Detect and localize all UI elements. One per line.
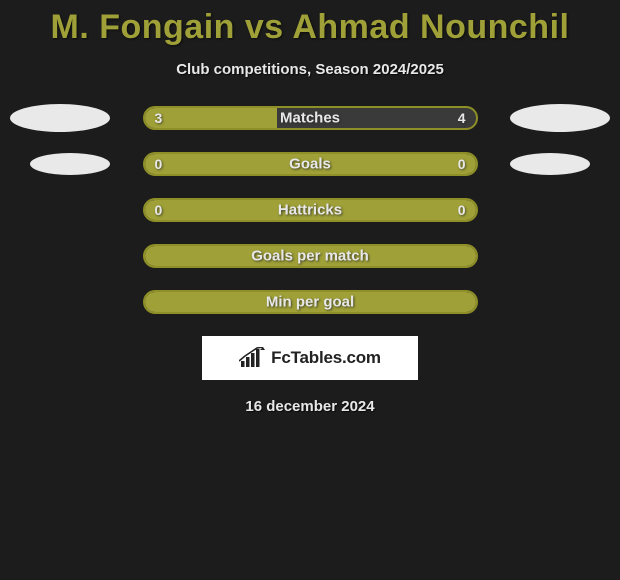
comparison-card: M. Fongain vs Ahmad Nounchil Club compet… — [0, 0, 620, 580]
stat-value-right: 0 — [458, 202, 466, 218]
stat-row: Min per goal — [0, 290, 620, 314]
stat-value-left: 0 — [155, 202, 163, 218]
chart-icon — [239, 347, 267, 369]
stat-bar-goals-per-match: Goals per match — [143, 244, 478, 268]
player-shape-right — [510, 104, 610, 132]
stat-label: Hattricks — [278, 202, 342, 219]
stat-label: Min per goal — [266, 294, 354, 311]
brand-text: FcTables.com — [271, 348, 381, 368]
stat-value-right: 4 — [458, 110, 466, 126]
stat-row: 0 Goals 0 — [0, 152, 620, 176]
stat-row: 0 Hattricks 0 — [0, 198, 620, 222]
player-shape-left — [30, 153, 110, 175]
stat-label: Goals per match — [251, 248, 369, 265]
player-shape-right — [510, 153, 590, 175]
page-title: M. Fongain vs Ahmad Nounchil — [0, 0, 620, 47]
stat-bar-goals: 0 Goals 0 — [143, 152, 478, 176]
stat-row: 3 Matches 4 — [0, 106, 620, 130]
stat-bar-matches: 3 Matches 4 — [143, 106, 478, 130]
player-shape-left — [10, 104, 110, 132]
date-text: 16 december 2024 — [0, 398, 620, 415]
subtitle: Club competitions, Season 2024/2025 — [0, 61, 620, 78]
stat-label: Matches — [280, 110, 340, 127]
brand-box[interactable]: FcTables.com — [202, 336, 418, 380]
stat-row: Goals per match — [0, 244, 620, 268]
stat-value-left: 3 — [155, 110, 163, 126]
stat-rows: 3 Matches 4 0 Goals 0 0 Hattricks 0 — [0, 106, 620, 314]
stat-bar-min-per-goal: Min per goal — [143, 290, 478, 314]
stat-label: Goals — [289, 156, 331, 173]
stat-bar-hattricks: 0 Hattricks 0 — [143, 198, 478, 222]
stat-value-right: 0 — [458, 156, 466, 172]
stat-value-left: 0 — [155, 156, 163, 172]
bar-fill-left — [145, 108, 277, 128]
